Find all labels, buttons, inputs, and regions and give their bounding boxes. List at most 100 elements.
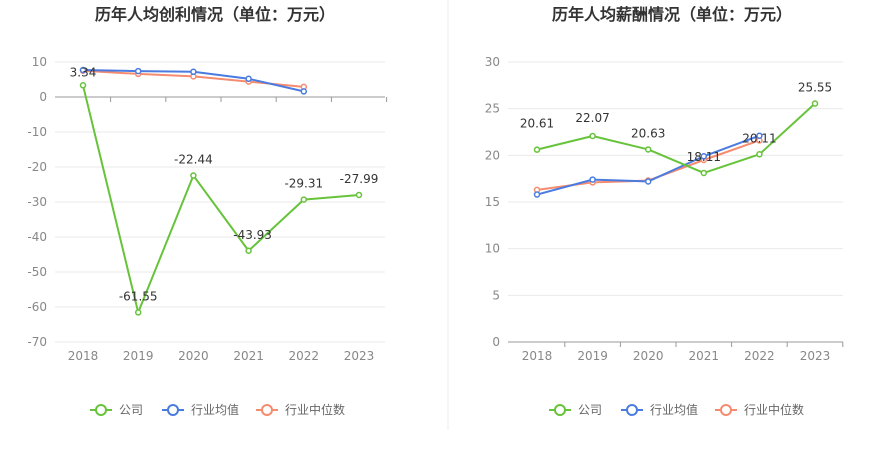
x-tick-label: 2020: [178, 349, 209, 363]
legend-item-company[interactable]: 公司: [90, 403, 143, 417]
x-axis: [55, 96, 388, 102]
data-point[interactable]: [245, 247, 252, 255]
data-point[interactable]: [190, 172, 197, 179]
data-point[interactable]: [756, 151, 763, 158]
y-axis-tick-labels: 10 0 -10 -20 -30 -40 -50 -60 -70: [27, 55, 47, 349]
data-point[interactable]: [589, 132, 596, 140]
data-point[interactable]: [811, 100, 819, 107]
legend-label: 行业均值: [650, 402, 698, 417]
data-point[interactable]: [533, 191, 541, 198]
series-lines: [79, 66, 363, 316]
y-tick-label: 0: [492, 335, 500, 349]
legend-item-company[interactable]: 公司: [549, 403, 602, 417]
y-tick-label: -50: [27, 265, 47, 279]
data-point[interactable]: [245, 75, 252, 83]
legend-item-industry-mean[interactable]: 行业均值: [621, 402, 698, 417]
x-tick-label: 2020: [633, 349, 664, 363]
data-labels: 3.34 -61.55 -22.44 -43.93 -29.31 -27.99: [70, 65, 379, 303]
chart-profit-per-capita: 历年人均创利情况（单位：万元） 10 0 -10 -20 -30 -40 -50 -60 -70…: [27, 5, 388, 363]
chart-title: 历年人均创利情况（单位：万元）: [95, 5, 335, 24]
data-label: 25.55: [798, 81, 832, 95]
data-label: 20.11: [742, 131, 776, 145]
legend-item-industry-mean[interactable]: 行业均值: [162, 402, 239, 417]
legend-label: 公司: [119, 403, 143, 417]
y-tick-label: -40: [27, 230, 47, 244]
y-tick-label: 10: [32, 55, 47, 69]
data-point[interactable]: [700, 169, 708, 177]
legend-swatch-marker: [626, 404, 638, 416]
data-point[interactable]: [300, 196, 308, 203]
data-point[interactable]: [134, 67, 142, 75]
y-tick-label: -70: [27, 335, 47, 349]
x-tick-label: 2019: [577, 349, 608, 363]
legend-item-industry-median[interactable]: 行业中位数: [715, 402, 804, 417]
legend-left: 公司 行业均值 行业中位数: [90, 402, 345, 417]
y-tick-label: -30: [27, 195, 47, 209]
y-tick-label: 10: [485, 242, 500, 256]
legend-label: 行业中位数: [285, 402, 345, 417]
data-point[interactable]: [644, 146, 652, 153]
y-tick-label: 0: [39, 90, 47, 104]
data-label: 3.34: [70, 65, 97, 79]
legend-right: 公司 行业均值 行业中位数: [549, 402, 804, 417]
x-tick-label: 2018: [68, 349, 99, 363]
data-label: -27.99: [340, 172, 379, 186]
data-label: 20.61: [520, 117, 554, 131]
y-tick-label: 20: [485, 148, 500, 162]
data-point[interactable]: [756, 132, 763, 139]
legend-label: 公司: [578, 403, 602, 417]
x-tick-label: 2021: [689, 349, 720, 363]
y-tick-label: -60: [27, 300, 47, 314]
legend-swatch-marker: [167, 404, 179, 416]
data-point[interactable]: [79, 82, 87, 89]
data-label: -61.55: [119, 289, 158, 303]
data-point[interactable]: [190, 68, 197, 76]
y-tick-label: 25: [485, 102, 500, 116]
y-tick-label: 5: [492, 288, 500, 302]
y-tick-label: 15: [485, 195, 500, 209]
data-point[interactable]: [79, 66, 87, 74]
x-tick-label: 2022: [744, 349, 775, 363]
y-axis-tick-labels: 30 25 20 15 10 5 0: [485, 55, 500, 349]
y-gridlines: [508, 61, 843, 296]
x-axis: [508, 341, 844, 347]
x-tick-label: 2023: [344, 349, 375, 363]
y-tick-label: -10: [27, 125, 47, 139]
y-tick-label: -20: [27, 160, 47, 174]
data-label: -29.31: [284, 177, 323, 191]
x-tick-label: 2021: [233, 349, 264, 363]
data-label: 18.11: [687, 150, 721, 164]
data-labels: 20.61 22.07 20.63 18.11 20.11 25.55: [520, 81, 832, 164]
x-tick-label: 2019: [123, 349, 154, 363]
data-point[interactable]: [134, 309, 142, 316]
legend-swatch-marker: [720, 404, 732, 416]
legend-swatch-marker: [95, 404, 107, 416]
data-point[interactable]: [700, 153, 708, 160]
x-axis-tick-labels: 2018 2019 2020 2021 2022 2023: [522, 349, 831, 363]
data-point[interactable]: [644, 178, 652, 185]
data-label: 22.07: [575, 111, 609, 125]
series-line: [536, 102, 816, 174]
data-label: -22.44: [174, 153, 213, 167]
legend-label: 行业均值: [191, 402, 239, 417]
data-label: 20.63: [631, 126, 665, 140]
data-point[interactable]: [300, 88, 308, 95]
series-line: [82, 85, 360, 314]
x-tick-label: 2018: [522, 349, 553, 363]
data-point[interactable]: [533, 146, 541, 153]
y-gridlines: [55, 61, 385, 343]
legend-swatch-marker: [261, 404, 273, 416]
legend-item-industry-median[interactable]: 行业中位数: [256, 402, 345, 417]
chart-title: 历年人均薪酬情况（单位：万元）: [552, 5, 792, 24]
y-tick-label: 30: [485, 55, 500, 69]
data-point[interactable]: [589, 176, 596, 183]
data-point[interactable]: [355, 191, 363, 199]
x-axis-tick-labels: 2018 2019 2020 2021 2022 2023: [68, 349, 375, 363]
legend-swatch-marker: [554, 404, 566, 416]
x-tick-label: 2023: [800, 349, 831, 363]
series-lines: [533, 100, 819, 198]
data-label: -43.93: [233, 228, 272, 242]
chart-salary-per-capita: 历年人均薪酬情况（单位：万元） 30 25 20 15 10 5 0 2018 2019 202…: [485, 5, 844, 363]
